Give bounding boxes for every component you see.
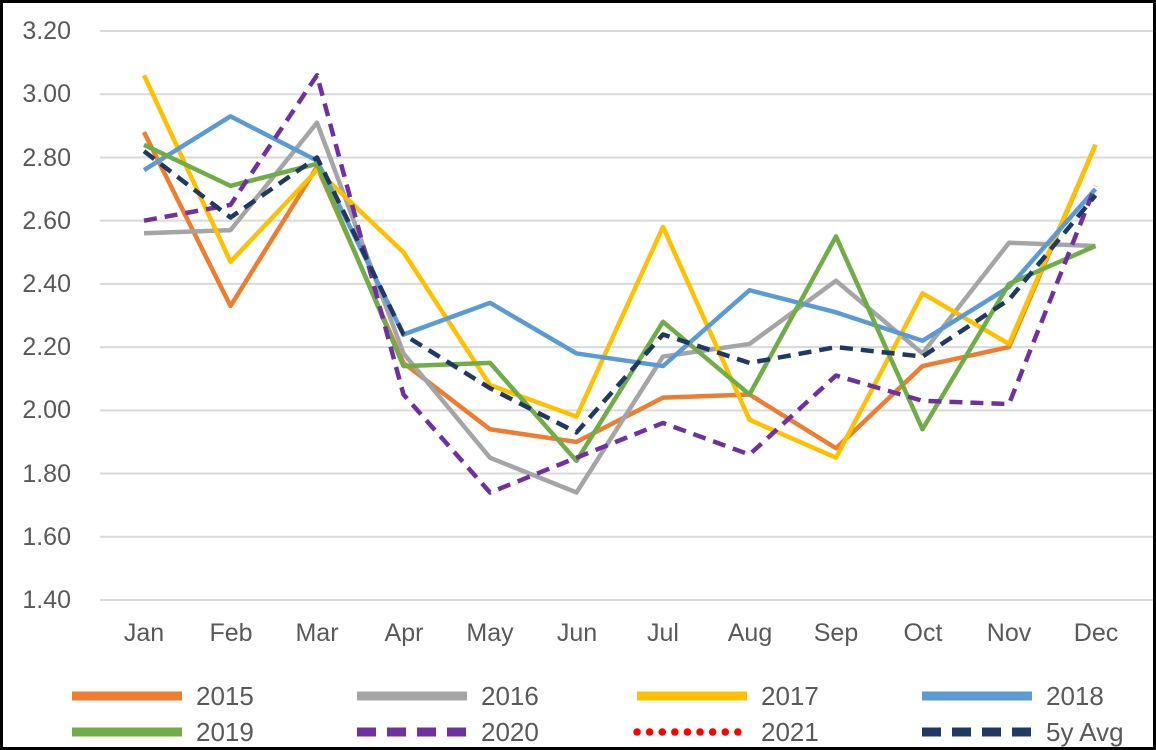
series-line-2017 bbox=[141, 74, 1098, 460]
x-tick-label: Jan bbox=[123, 619, 165, 647]
legend-swatch-2016 bbox=[357, 691, 467, 701]
legend-label: 2021 bbox=[761, 717, 819, 747]
x-tick-label: Feb bbox=[209, 619, 253, 647]
x-tick-label: Dec bbox=[1073, 619, 1119, 647]
legend-item-2017: 2017 bbox=[633, 681, 819, 711]
x-tick-label: Sep bbox=[813, 619, 859, 647]
y-tick-label: 3.20 bbox=[22, 17, 71, 45]
x-tick-label: Apr bbox=[384, 619, 424, 647]
x-tick-label: Mar bbox=[295, 619, 339, 647]
legend-swatch-2018 bbox=[922, 691, 1032, 701]
y-tick-label: 2.60 bbox=[22, 207, 71, 235]
legend-item-2020: 2020 bbox=[353, 717, 539, 747]
series-line-2018 bbox=[142, 114, 1098, 369]
series-line-2015 bbox=[141, 131, 1098, 451]
y-tick-label: 2.00 bbox=[22, 396, 71, 424]
series-line-2016 bbox=[143, 120, 1096, 495]
legend-item-2015: 2015 bbox=[68, 681, 254, 711]
legend-label: 2018 bbox=[1046, 681, 1104, 711]
legend-label: 2016 bbox=[481, 681, 539, 711]
legend-item-2019: 2019 bbox=[68, 717, 254, 747]
x-tick-label: Oct bbox=[903, 619, 943, 647]
y-tick-label: 2.80 bbox=[22, 144, 71, 172]
legend-swatch-2017 bbox=[637, 691, 747, 701]
legend-item-2021: 2021 bbox=[633, 717, 819, 747]
y-tick-label: 2.20 bbox=[22, 333, 71, 361]
x-tick-label: Jul bbox=[647, 619, 679, 647]
legend-label: 2019 bbox=[196, 717, 254, 747]
legend-label: 5y Avg bbox=[1046, 717, 1124, 747]
series-line-5y-avg bbox=[142, 149, 1098, 435]
y-tick-label: 1.40 bbox=[22, 586, 71, 614]
x-tick-label: Nov bbox=[986, 619, 1032, 647]
legend-label: 2020 bbox=[481, 717, 539, 747]
y-tick-label: 1.80 bbox=[22, 460, 71, 488]
y-tick-label: 3.00 bbox=[22, 80, 71, 108]
legend-item-2016: 2016 bbox=[353, 681, 539, 711]
legend-swatch-2020 bbox=[357, 727, 467, 737]
series-line-2020 bbox=[143, 73, 1098, 495]
x-tick-label: Jun bbox=[556, 619, 598, 647]
y-tick-label: 1.60 bbox=[22, 523, 71, 551]
legend-swatch-2015 bbox=[72, 691, 182, 701]
y-tick-label: 2.40 bbox=[22, 270, 71, 298]
legend-label: 2017 bbox=[761, 681, 819, 711]
series-line-2019 bbox=[143, 142, 1097, 464]
legend-label: 2015 bbox=[196, 681, 254, 711]
legend-swatch-5y-avg bbox=[922, 727, 1032, 737]
legend-item-5y-avg: 5y Avg bbox=[918, 717, 1124, 747]
x-tick-label: May bbox=[466, 619, 514, 647]
legend-swatch-2021 bbox=[633, 728, 751, 736]
x-tick-label: Aug bbox=[727, 619, 773, 647]
legend-swatch-2019 bbox=[72, 727, 182, 737]
legend-item-2018: 2018 bbox=[918, 681, 1104, 711]
plot-area bbox=[100, 30, 1153, 601]
